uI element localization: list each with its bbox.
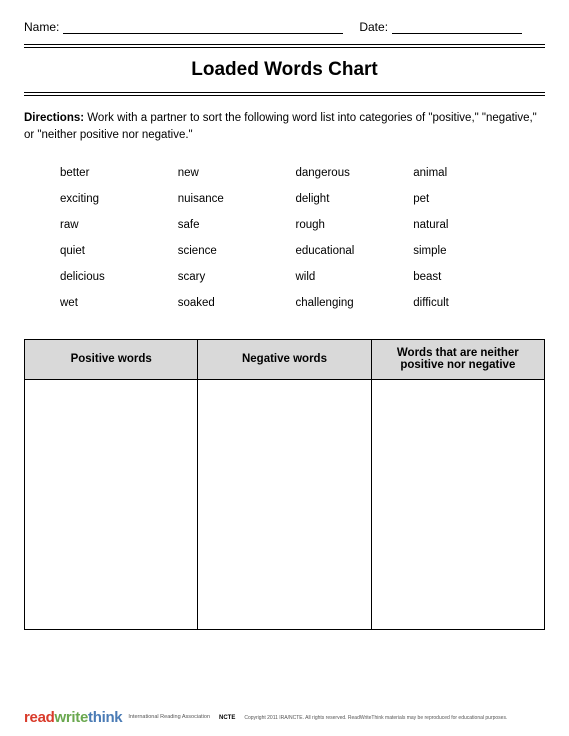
rule-top	[24, 44, 545, 48]
date-input-line[interactable]	[392, 20, 522, 34]
word: science	[178, 245, 286, 257]
word: raw	[60, 219, 168, 231]
word: soaked	[178, 297, 286, 309]
word-grid: better new dangerous animal exciting nui…	[24, 167, 545, 309]
word: simple	[413, 245, 521, 257]
logo-read: read	[24, 709, 55, 726]
word: quiet	[60, 245, 168, 257]
word: better	[60, 167, 168, 179]
header-fields: Name: Date:	[24, 20, 545, 34]
col-header-positive: Positive words	[25, 339, 198, 379]
page-title: Loaded Words Chart	[24, 54, 545, 86]
col-header-negative: Negative words	[198, 339, 371, 379]
cell-neither[interactable]	[371, 379, 544, 629]
word: pet	[413, 193, 521, 205]
word: delight	[296, 193, 404, 205]
word: dangerous	[296, 167, 404, 179]
copyright: Copyright 2011 IRA/NCTE. All rights rese…	[244, 715, 507, 721]
word: new	[178, 167, 286, 179]
word: natural	[413, 219, 521, 231]
word: delicious	[60, 271, 168, 283]
word: difficult	[413, 297, 521, 309]
word: challenging	[296, 297, 404, 309]
word: wet	[60, 297, 168, 309]
word: rough	[296, 219, 404, 231]
footer-sub: International Reading Association	[128, 714, 210, 720]
word: safe	[178, 219, 286, 231]
word: educational	[296, 245, 404, 257]
directions-text: Work with a partner to sort the followin…	[24, 112, 537, 141]
name-label: Name:	[24, 20, 59, 34]
word: scary	[178, 271, 286, 283]
col-header-neither: Words that are neither positive nor nega…	[371, 339, 544, 379]
word: wild	[296, 271, 404, 283]
name-input-line[interactable]	[63, 20, 343, 34]
date-label: Date:	[359, 20, 388, 34]
footer: readwritethink International Reading Ass…	[24, 709, 545, 726]
sort-table: Positive words Negative words Words that…	[24, 339, 545, 630]
logo: readwritethink	[24, 709, 122, 726]
directions: Directions: Work with a partner to sort …	[24, 110, 545, 145]
word: exciting	[60, 193, 168, 205]
name-field: Name:	[24, 20, 343, 34]
date-field: Date:	[359, 20, 522, 34]
word: nuisance	[178, 193, 286, 205]
ncte-label: NCTE	[219, 715, 235, 721]
word: animal	[413, 167, 521, 179]
cell-positive[interactable]	[25, 379, 198, 629]
cell-negative[interactable]	[198, 379, 371, 629]
logo-write: write	[55, 709, 89, 726]
logo-think: think	[88, 709, 122, 726]
word: beast	[413, 271, 521, 283]
directions-label: Directions:	[24, 112, 84, 124]
rule-bottom	[24, 92, 545, 96]
